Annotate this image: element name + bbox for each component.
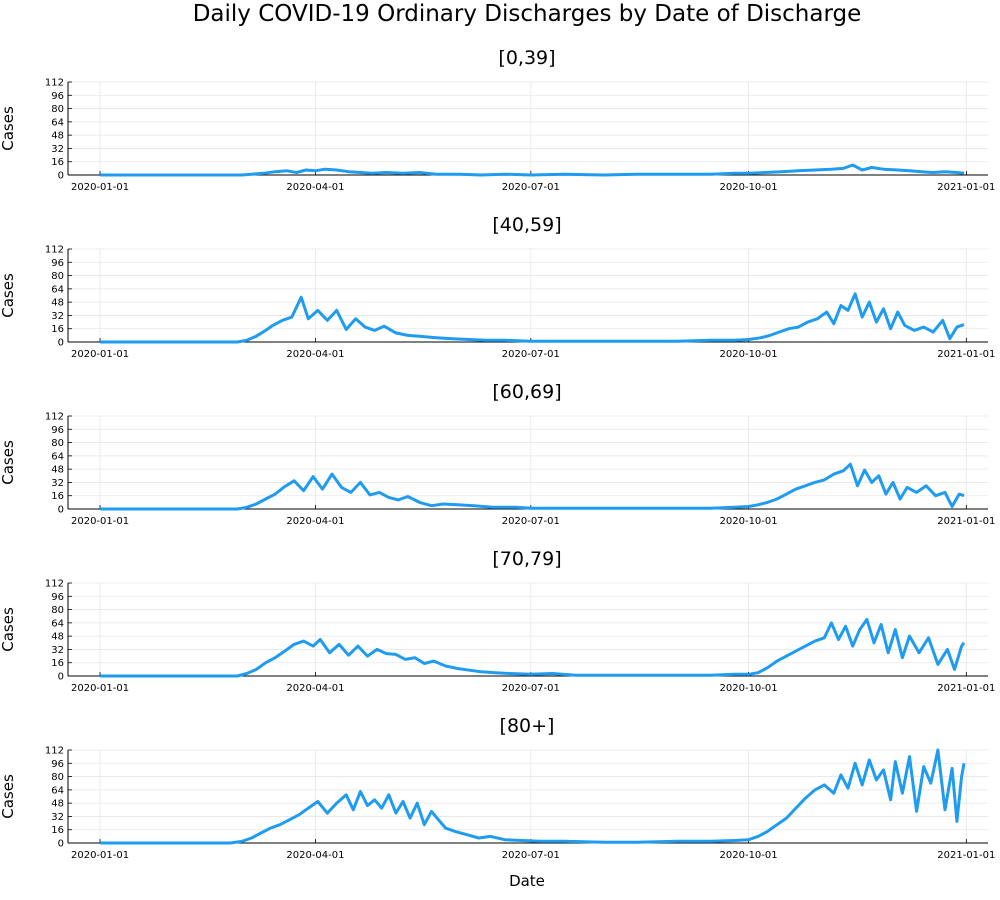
y-tick-label: 48	[51, 799, 64, 810]
y-tick-label: 16	[51, 157, 64, 168]
panel: [0,39] 0 16 32 48 64 80 96 112 2020-01-01 2020-04-…	[0, 47, 995, 193]
y-tick-label: 0	[58, 839, 64, 850]
x-tick-label: 2020-07-01	[502, 850, 560, 861]
x-tick-label: 2020-07-01	[502, 683, 560, 694]
x-tick-label: 2020-10-01	[720, 349, 778, 360]
y-tick-label: 32	[51, 311, 64, 322]
x-tick-label: 2020-01-01	[71, 850, 129, 861]
y-tick-label: 0	[58, 505, 64, 516]
x-tick-label: 2021-01-01	[937, 516, 995, 527]
panels: [0,39] 0 16 32 48 64 80 96 112 2020-01-01 2020-04-…	[0, 47, 995, 861]
x-tick-label: 2020-04-01	[286, 516, 344, 527]
y-tick-label: 64	[51, 785, 64, 796]
series-line	[100, 618, 966, 678]
panel-title: [80+]	[500, 715, 555, 737]
y-tick-label: 32	[51, 645, 64, 656]
x-tick-label: 2020-10-01	[720, 850, 778, 861]
x-tick-label: 2020-07-01	[502, 349, 560, 360]
y-tick-label: 112	[45, 78, 64, 89]
y-tick-label: 112	[45, 412, 64, 423]
series-line	[100, 748, 966, 845]
x-axis-label: Date	[509, 872, 545, 890]
y-tick-label: 80	[51, 772, 64, 783]
x-tick-label: 2020-04-01	[286, 683, 344, 694]
y-tick-label: 16	[51, 658, 64, 669]
y-tick-label: 0	[58, 338, 64, 349]
series-line	[100, 163, 965, 177]
y-axis-label: Cases	[0, 774, 17, 819]
x-tick-label: 2020-01-01	[71, 349, 129, 360]
y-tick-label: 32	[51, 478, 64, 489]
y-tick-label: 0	[58, 171, 64, 182]
panel: [60,69] 0 16 32 48 64 80 96 112 2020-01-01 2020-04…	[0, 381, 995, 527]
x-tick-label: 2020-04-01	[286, 349, 344, 360]
y-tick-label: 64	[51, 618, 64, 629]
y-tick-label: 96	[51, 91, 64, 102]
y-axis-label: Cases	[0, 607, 17, 652]
y-tick-label: 112	[45, 245, 64, 256]
panel: [70,79] 0 16 32 48 64 80 96 112 2020-01-01 2020-04…	[0, 548, 995, 694]
y-tick-label: 112	[45, 579, 64, 590]
y-tick-label: 96	[51, 258, 64, 269]
y-tick-label: 48	[51, 632, 64, 643]
y-axis-label: Cases	[0, 273, 17, 318]
panel-title: [0,39]	[498, 47, 555, 69]
y-tick-label: 112	[45, 746, 64, 757]
y-tick-label: 80	[51, 605, 64, 616]
y-tick-label: 48	[51, 465, 64, 476]
y-tick-label: 16	[51, 825, 64, 836]
x-tick-label: 2021-01-01	[937, 182, 995, 193]
x-tick-label: 2020-10-01	[720, 182, 778, 193]
y-axis-label: Cases	[0, 440, 17, 485]
y-axis-label: Cases	[0, 106, 17, 151]
x-tick-label: 2020-04-01	[286, 850, 344, 861]
x-tick-label: 2020-01-01	[71, 516, 129, 527]
y-tick-label: 96	[51, 425, 64, 436]
y-tick-label: 80	[51, 271, 64, 282]
y-tick-label: 64	[51, 284, 64, 295]
panel-title: [60,69]	[492, 381, 561, 403]
y-tick-label: 32	[51, 812, 64, 823]
x-tick-label: 2020-10-01	[720, 683, 778, 694]
y-tick-label: 64	[51, 117, 64, 128]
x-tick-label: 2020-07-01	[502, 516, 560, 527]
panel: [40,59] 0 16 32 48 64 80 96 112 2020-01-01 2020-04…	[0, 214, 995, 360]
y-tick-label: 96	[51, 759, 64, 770]
y-tick-label: 32	[51, 144, 64, 155]
y-tick-label: 80	[51, 104, 64, 115]
y-tick-label: 16	[51, 324, 64, 335]
chart-title: Daily COVID-19 Ordinary Discharges by Da…	[193, 1, 862, 27]
series-line	[100, 462, 965, 511]
x-tick-label: 2020-07-01	[502, 182, 560, 193]
series-line	[100, 292, 965, 344]
y-tick-label: 48	[51, 131, 64, 142]
y-tick-label: 80	[51, 438, 64, 449]
x-tick-label: 2021-01-01	[937, 850, 995, 861]
x-tick-label: 2021-01-01	[937, 349, 995, 360]
y-tick-label: 48	[51, 298, 64, 309]
y-tick-label: 0	[58, 672, 64, 683]
panel: [80+] 0 16 32 48 64 80 96 112 2020-01-01 2020-04-0…	[0, 715, 995, 861]
panel-title: [40,59]	[492, 214, 561, 236]
y-tick-label: 96	[51, 592, 64, 603]
x-tick-label: 2020-01-01	[71, 683, 129, 694]
y-tick-label: 64	[51, 451, 64, 462]
x-tick-label: 2021-01-01	[937, 683, 995, 694]
y-tick-label: 16	[51, 491, 64, 502]
x-tick-label: 2020-01-01	[71, 182, 129, 193]
x-tick-label: 2020-04-01	[286, 182, 344, 193]
x-tick-label: 2020-10-01	[720, 516, 778, 527]
panel-title: [70,79]	[492, 548, 561, 570]
